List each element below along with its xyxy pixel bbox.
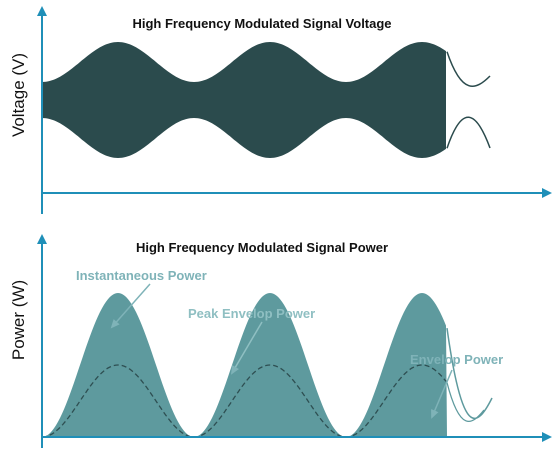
- peak-envelope-power-label: Peak Envelop Power: [188, 306, 315, 321]
- envelope-power-label: Envelop Power: [410, 352, 503, 367]
- instantaneous-power-arrow: [110, 283, 151, 329]
- envelope-power-dashed-line: [41, 364, 447, 438]
- envelope-power-arrow: [431, 369, 453, 419]
- peak-envelope-power-arrow: [230, 321, 263, 375]
- envelope-power-tail: [446, 382, 485, 422]
- voltage-tail-upper: [446, 51, 491, 88]
- instantaneous-power-label: Instantaneous Power: [76, 268, 207, 283]
- voltage-axis-label: Voltage (V): [9, 53, 28, 137]
- voltage-title: High Frequency Modulated Signal Voltage: [132, 16, 391, 31]
- voltage-envelope-shape: [42, 42, 446, 158]
- power-tail: [446, 327, 493, 420]
- instantaneous-power-shape: [42, 293, 447, 437]
- power-title: High Frequency Modulated Signal Power: [136, 240, 388, 255]
- power-axis-label: Power (W): [9, 280, 28, 360]
- voltage-tail-lower: [446, 116, 491, 149]
